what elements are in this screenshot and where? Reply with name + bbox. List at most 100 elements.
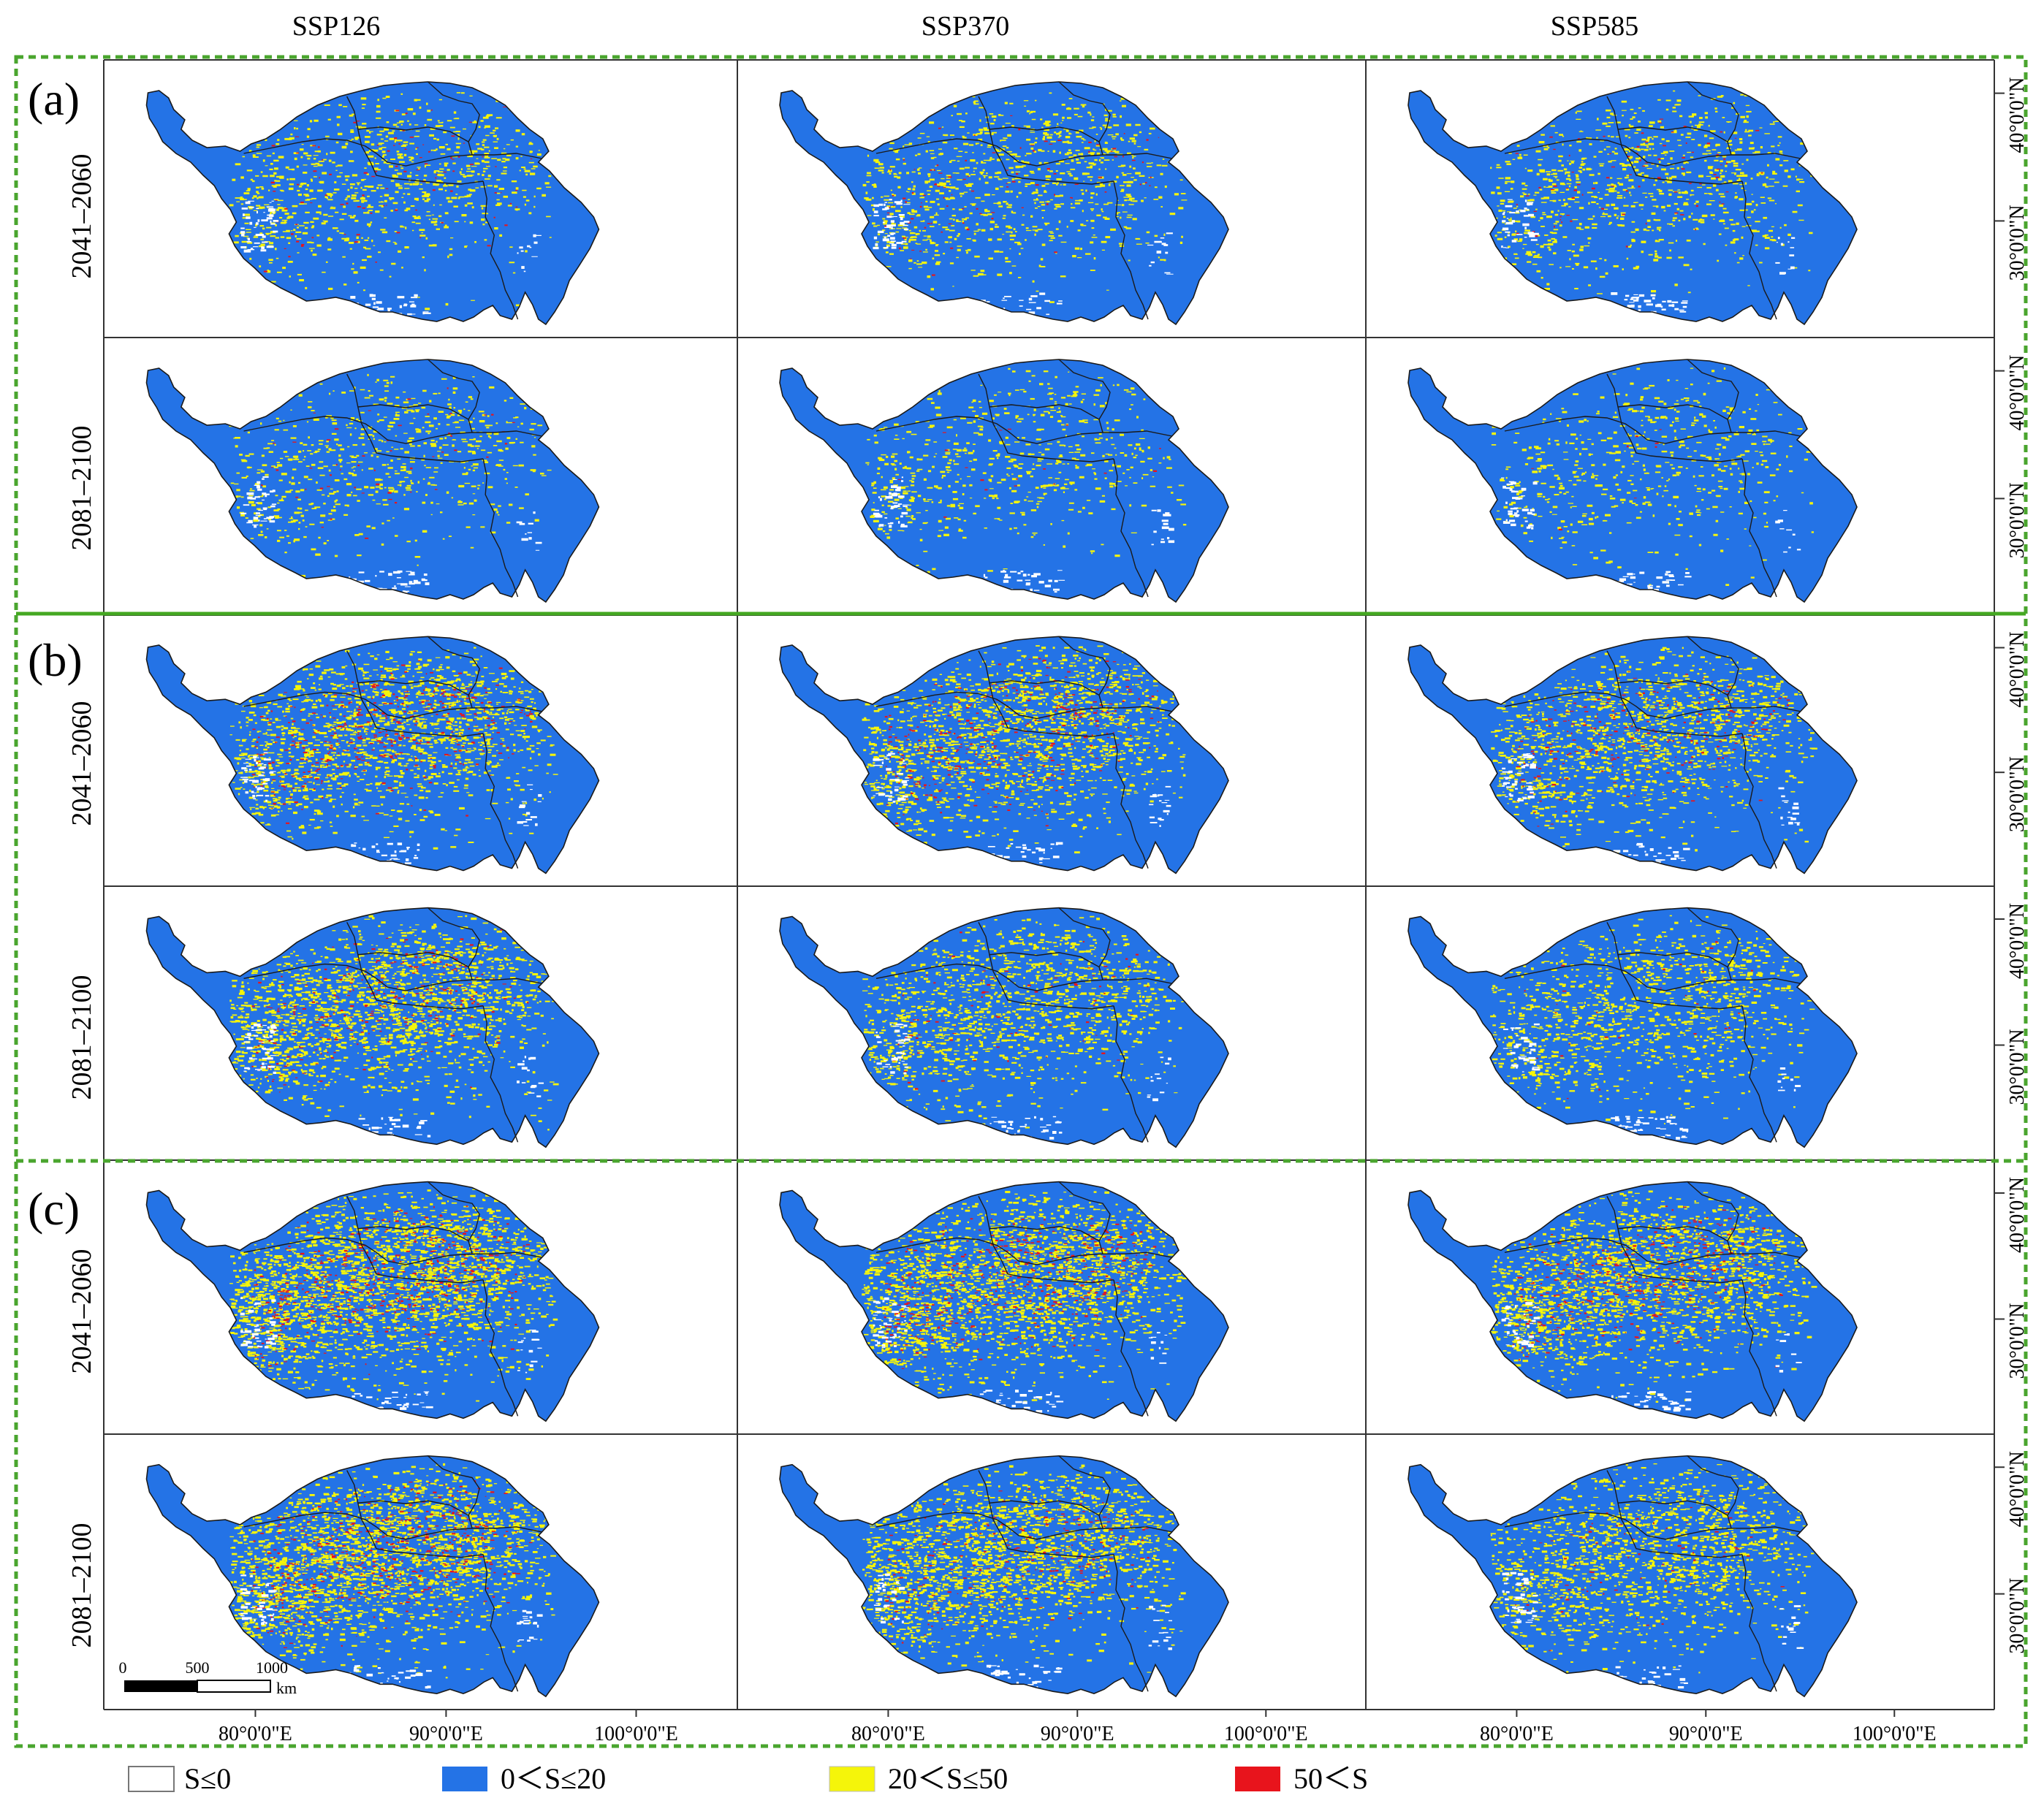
province-boundary-0	[876, 416, 1172, 443]
lat-tick-label: 30°0'0"N	[2006, 756, 2029, 832]
class-mid-speckles	[862, 1464, 1186, 1673]
province-boundary-2	[1742, 1006, 1777, 1143]
plateau-outline	[146, 1456, 599, 1696]
province-boundary-2	[1742, 459, 1777, 597]
province-boundary-2	[483, 459, 517, 597]
suitability-speckles	[1490, 90, 1815, 316]
province-boundary-3	[1687, 1182, 1739, 1254]
province-boundary-0	[244, 1238, 542, 1265]
lat-tick-label: 40°0'0"N	[2006, 632, 2029, 708]
lon-tick-label: 100°0'0"E	[1224, 1723, 1308, 1745]
province-boundary-3	[1059, 636, 1110, 708]
plateau-fill	[146, 82, 599, 324]
province-boundary-3	[428, 1182, 480, 1254]
class-mid-speckles	[229, 915, 559, 1131]
map-panel-b2-ssp126	[146, 908, 599, 1148]
scale-bar-unit: km	[276, 1679, 297, 1697]
column-header-ssp370: SSP370	[922, 11, 1009, 42]
column-header-ssp126: SSP126	[292, 11, 380, 42]
province-boundary-4	[989, 1227, 1099, 1241]
province-boundary-4	[989, 681, 1099, 696]
province-boundary-2	[483, 1280, 517, 1417]
plateau-fill	[780, 82, 1228, 324]
legend: S≤0 0＜S≤20 20＜S≤50 50＜S	[128, 1762, 1368, 1795]
province-boundary-1	[347, 922, 483, 1008]
group-label-c: (c)	[28, 1183, 80, 1235]
province-boundary-1	[347, 651, 483, 736]
plateau-outline	[146, 908, 599, 1148]
province-boundary-1	[979, 922, 1114, 1008]
province-boundary-0	[1505, 1238, 1801, 1265]
scale-bar: 0 500 1000 km	[119, 1658, 297, 1697]
province-boundary-3	[428, 636, 480, 708]
province-boundary-2	[1114, 734, 1148, 869]
province-boundary-1	[979, 374, 1114, 462]
province-boundary-3	[1687, 908, 1739, 980]
lat-tick-label: 30°0'0"N	[2006, 205, 2029, 281]
map-panel-a1-ssp585	[1408, 82, 1857, 324]
plateau-outline	[1408, 1182, 1857, 1422]
province-boundary-3	[428, 82, 480, 155]
province-boundary-3	[1687, 359, 1739, 433]
province-boundary-3	[1059, 1182, 1110, 1254]
province-boundary-0	[876, 964, 1172, 991]
province-boundary-4	[358, 127, 468, 142]
plateau-outline	[146, 82, 599, 324]
province-boundary-3	[1687, 1456, 1739, 1528]
lon-tick-label: 80°0'0"E	[219, 1723, 292, 1745]
map-panels	[146, 82, 1857, 1696]
column-headers: SSP126 SSP370 SSP585	[292, 11, 1638, 42]
plateau-fill	[1408, 82, 1857, 324]
map-panel-a1-ssp370	[780, 82, 1228, 324]
lat-tick-label: 40°0'0"N	[2006, 1177, 2029, 1253]
plateau-outline	[1408, 908, 1857, 1148]
plateau-outline	[146, 359, 599, 602]
province-boundary-4	[989, 953, 1099, 967]
plateau-fill	[1408, 1455, 1857, 1697]
province-boundary-2	[483, 734, 517, 869]
map-panel-c2-ssp126	[146, 1456, 599, 1696]
map-panel-b1-ssp370	[780, 636, 1228, 873]
plateau-outline	[780, 908, 1228, 1148]
province-boundary-4	[989, 127, 1099, 142]
lon-tick-label: 90°0'0"E	[1669, 1723, 1743, 1745]
province-boundary-0	[876, 139, 1172, 166]
province-boundary-4	[358, 1501, 468, 1515]
row-label-b2: 2081–2100	[67, 975, 97, 1100]
province-boundary-2	[483, 1555, 517, 1692]
legend-label-mid: 20＜S≤50	[888, 1762, 1008, 1795]
group-label-b: (b)	[28, 634, 83, 686]
province-boundary-0	[244, 964, 542, 991]
province-boundary-1	[1607, 651, 1742, 736]
map-panel-c1-ssp585	[1408, 1182, 1857, 1422]
row-label-a1: 2041–2060	[67, 154, 97, 279]
map-panel-c2-ssp585	[1408, 1456, 1857, 1696]
plateau-outline	[1408, 359, 1857, 602]
lat-tick-label: 40°0'0"N	[2006, 77, 2029, 153]
suitability-speckles	[1491, 647, 1817, 866]
province-boundary-3	[1059, 359, 1110, 433]
province-boundary-0	[1505, 964, 1801, 991]
legend-label-nodata: S≤0	[184, 1762, 231, 1795]
suitability-speckles	[229, 1463, 556, 1689]
plateau-fill	[780, 907, 1228, 1148]
suitability-speckles	[862, 1191, 1188, 1413]
province-boundary-0	[1505, 416, 1801, 443]
province-boundary-4	[1618, 405, 1728, 419]
class-mid-speckles	[862, 645, 1186, 854]
lon-tick-label: 80°0'0"E	[851, 1723, 925, 1745]
scale-bar-label-1000: 1000	[256, 1658, 288, 1677]
class-mid-speckles	[1491, 647, 1817, 854]
map-panel-b2-ssp585	[1408, 908, 1857, 1148]
plateau-outline	[1408, 1456, 1857, 1696]
plateau-outline	[780, 1182, 1228, 1422]
lat-tick-label: 30°0'0"N	[2006, 1303, 2029, 1379]
plateau-fill	[1408, 359, 1857, 602]
row-label-c1: 2041–2060	[67, 1249, 97, 1374]
province-boundary-0	[244, 139, 542, 166]
province-boundary-3	[1687, 82, 1739, 155]
suitability-speckles	[229, 1189, 558, 1413]
lat-tick-label: 40°0'0"N	[2006, 903, 2029, 979]
map-panel-a2-ssp126	[146, 359, 599, 602]
lat-tick-label: 40°0'0"N	[2006, 355, 2029, 431]
